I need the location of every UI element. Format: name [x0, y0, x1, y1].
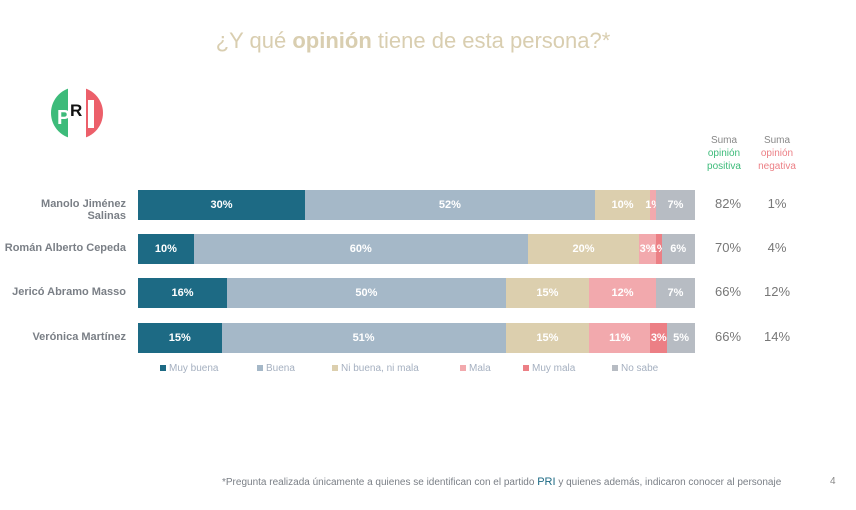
bar-segment-no-sabe: 7%: [655, 190, 695, 220]
bar-segment-buena: 60%: [193, 234, 528, 264]
suma-positiva-value: 66%: [714, 329, 742, 344]
bar-row: 16% 50% 15% 12% 7%: [138, 278, 695, 308]
bar-segment-buena: 52%: [305, 190, 595, 220]
category-label: Manolo Jiménez Salinas: [41, 198, 126, 222]
page-number: 4: [830, 476, 836, 487]
svg-text:P: P: [57, 107, 70, 129]
bar-row: 30% 52% 10% 1% 7%: [138, 190, 695, 220]
header-suma-negativa: Suma opinión negativa: [758, 135, 796, 172]
bar-segment-muy-buena: 30%: [138, 190, 306, 220]
legend-item: Mala: [460, 363, 491, 374]
legend-item: Buena: [257, 363, 295, 374]
bar-segment-muy-mala: 3%: [650, 323, 668, 353]
bar-segment-no-sabe: 6%: [661, 234, 695, 264]
legend-label: No sabe: [621, 363, 659, 374]
pri-logo: P R: [51, 87, 103, 139]
bar-segment-mala: 11%: [589, 323, 651, 353]
legend-item: No sabe: [612, 363, 658, 374]
svg-text:R: R: [70, 101, 82, 120]
legend-label: Mala: [469, 363, 491, 374]
legend-label: Muy buena: [169, 363, 219, 374]
header-suma-positiva: Suma opinión positiva: [707, 135, 741, 172]
bar-segment-ni-buena-ni-mala: 15%: [505, 278, 590, 308]
suma-positiva-value: 70%: [714, 240, 742, 255]
bar-segment-mala: 12%: [589, 278, 656, 308]
bar-segment-muy-buena: 15%: [138, 323, 222, 353]
bar-segment-buena: 51%: [221, 323, 506, 353]
legend-item: Muy buena: [160, 363, 218, 374]
legend-swatch: [612, 365, 618, 371]
legend-swatch: [460, 365, 466, 371]
bar-segment-mala: 3%: [639, 234, 656, 264]
bar-segment-muy-buena: 10%: [138, 234, 194, 264]
bar-segment-ni-buena-ni-mala: 20%: [527, 234, 640, 264]
suma-positiva-value: 82%: [714, 196, 742, 211]
bar-segment-buena: 50%: [227, 278, 506, 308]
legend-swatch: [523, 365, 529, 371]
bar-row: 10% 60% 20% 3% 1% 6%: [138, 234, 695, 264]
legend-swatch: [257, 365, 263, 371]
suma-negativa-value: 14%: [763, 329, 791, 344]
legend-swatch: [160, 365, 166, 371]
bar-segment-muy-buena: 16%: [138, 278, 228, 308]
bar-segment-ni-buena-ni-mala: 10%: [594, 190, 651, 220]
legend-item: Ni buena, ni mala: [332, 363, 419, 374]
suma-negativa-value: 12%: [763, 284, 791, 299]
category-label: Verónica Martínez: [32, 331, 126, 343]
bar-segment-no-sabe: 5%: [667, 323, 695, 353]
legend-swatch: [332, 365, 338, 371]
category-label: Román Alberto Cepeda: [4, 242, 126, 254]
legend-label: Muy mala: [532, 363, 576, 374]
bar-row: 15% 51% 15% 11% 3% 5%: [138, 323, 695, 353]
footnote: *Pregunta realizada únicamente a quienes…: [222, 476, 782, 488]
legend-label: Buena: [266, 363, 295, 374]
bar-segment-ni-buena-ni-mala: 15%: [505, 323, 590, 353]
page-title: ¿Y qué opinión tiene de esta persona?*: [215, 28, 611, 53]
suma-negativa-value: 1%: [767, 196, 787, 211]
bar-segment-no-sabe: 7%: [655, 278, 695, 308]
legend-item: Muy mala: [523, 363, 575, 374]
suma-negativa-value: 4%: [767, 240, 787, 255]
legend-label: Ni buena, ni mala: [341, 363, 419, 374]
category-label: Jericó Abramo Masso: [12, 286, 126, 298]
suma-positiva-value: 66%: [714, 284, 742, 299]
